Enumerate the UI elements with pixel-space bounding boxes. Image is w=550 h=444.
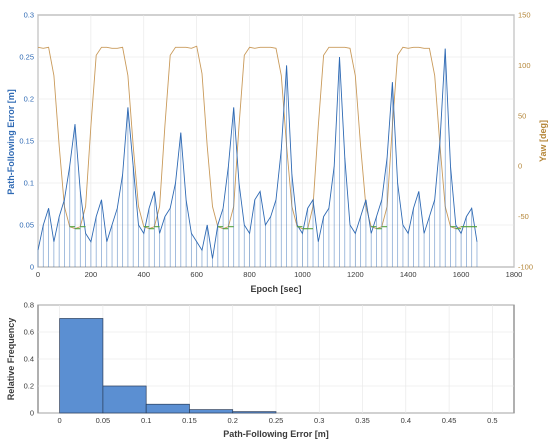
top-x-tick-label: 400	[138, 270, 151, 279]
histogram-bar	[102, 385, 147, 414]
top-y-ticks: 0 0.05 0.1 0.15 0.2 0.25 0.3	[19, 11, 34, 272]
top-y2-tick-label: 100	[518, 61, 531, 70]
bottom-x-axis-label: Path-Following Error [m]	[223, 429, 329, 439]
error-series	[37, 48, 478, 267]
top-y-axis-label: Path-Following Error [m]	[6, 89, 16, 195]
top-x-tick-label: 1000	[294, 270, 311, 279]
top-y2-tick-label: 50	[518, 111, 526, 120]
top-x-tick-label: 800	[243, 270, 256, 279]
top-y2-ticks: -100 -50 0 50 100 150	[518, 11, 533, 272]
top-y-tick-label: 0.15	[19, 137, 34, 146]
top-y2-tick-label: 150	[518, 11, 531, 20]
bottom-y-tick-label: 0	[30, 409, 34, 418]
bottom-x-tick-label: 0.5	[487, 416, 497, 425]
bottom-y-tick-label: 0.4	[24, 355, 34, 364]
bottom-x-tick-label: 0.35	[355, 416, 370, 425]
yaw-mean-series	[69, 226, 477, 230]
top-y-tick-label: 0.2	[24, 95, 34, 104]
top-grid	[37, 14, 515, 268]
top-x-tick-label: 1200	[347, 270, 364, 279]
yaw-line	[37, 45, 477, 230]
top-x-ticks: 0 200 400 600 800 1000 1200 1400 1600 1800	[36, 270, 522, 279]
histogram-chart: 0 0.05 0.1 0.15 0.2 0.25 0.3 0.35 0.4 0.45 0.5 0 0.…	[6, 301, 515, 439]
top-y2-axis-label: Yaw [deg]	[538, 120, 548, 162]
top-x-tick-label: 1800	[506, 270, 523, 279]
time-series-chart: 0 200 400 600 800 1000 1200 1400 1600 1800 00.050…	[6, 11, 548, 295]
top-y-tick-label: 0	[30, 263, 34, 272]
bottom-x-tick-label: 0.45	[442, 416, 457, 425]
bottom-y-tick-label: 0.2	[24, 382, 34, 391]
top-x-tick-label: 600	[190, 270, 203, 279]
bottom-y-tick-label: 0.6	[24, 328, 34, 337]
bottom-x-ticks: 0 0.05 0.1 0.15 0.2 0.25 0.3 0.35 0.4 0.45 0.5	[58, 416, 498, 425]
histogram-bar	[145, 403, 190, 414]
bottom-x-tick-label: 0.3	[314, 416, 324, 425]
top-y-tick-label: 0.3	[24, 11, 34, 20]
top-x-tick-label: 1600	[453, 270, 470, 279]
top-y-tick-label: 0.25	[19, 53, 34, 62]
bottom-x-tick-label: 0.05	[96, 416, 111, 425]
top-x-tick-label: 200	[85, 270, 98, 279]
histogram-bar	[232, 411, 277, 414]
top-y-tick-label: 0.05	[19, 221, 34, 230]
histogram-bars	[59, 318, 277, 414]
top-y-tick-label: 0.1	[24, 179, 34, 188]
top-x-axis-label: Epoch [sec]	[250, 284, 301, 294]
histogram-bar	[59, 318, 104, 414]
histogram-bar	[189, 409, 234, 414]
bottom-x-tick-label: 0.1	[141, 416, 151, 425]
yaw-series	[37, 45, 477, 230]
top-y2-tick-label: -100	[518, 263, 533, 272]
bottom-x-tick-label: 0.25	[269, 416, 284, 425]
bottom-x-tick-label: 0.4	[401, 416, 411, 425]
bottom-y-axis-label: Relative Frequency	[6, 318, 16, 401]
bottom-y-tick-label: 0.8	[24, 301, 34, 310]
bottom-x-tick-label: 0.2	[228, 416, 238, 425]
top-x-tick-label: 0	[36, 270, 40, 279]
error-line	[37, 48, 478, 259]
bottom-x-tick-label: 0	[58, 416, 62, 425]
top-y2-tick-label: -50	[518, 212, 529, 221]
bottom-y-ticks: 0 0.2 0.4 0.6 0.8	[24, 301, 34, 418]
top-y2-tick-label: 0	[518, 162, 522, 171]
bottom-x-tick-label: 0.15	[182, 416, 197, 425]
top-x-tick-label: 1400	[400, 270, 417, 279]
